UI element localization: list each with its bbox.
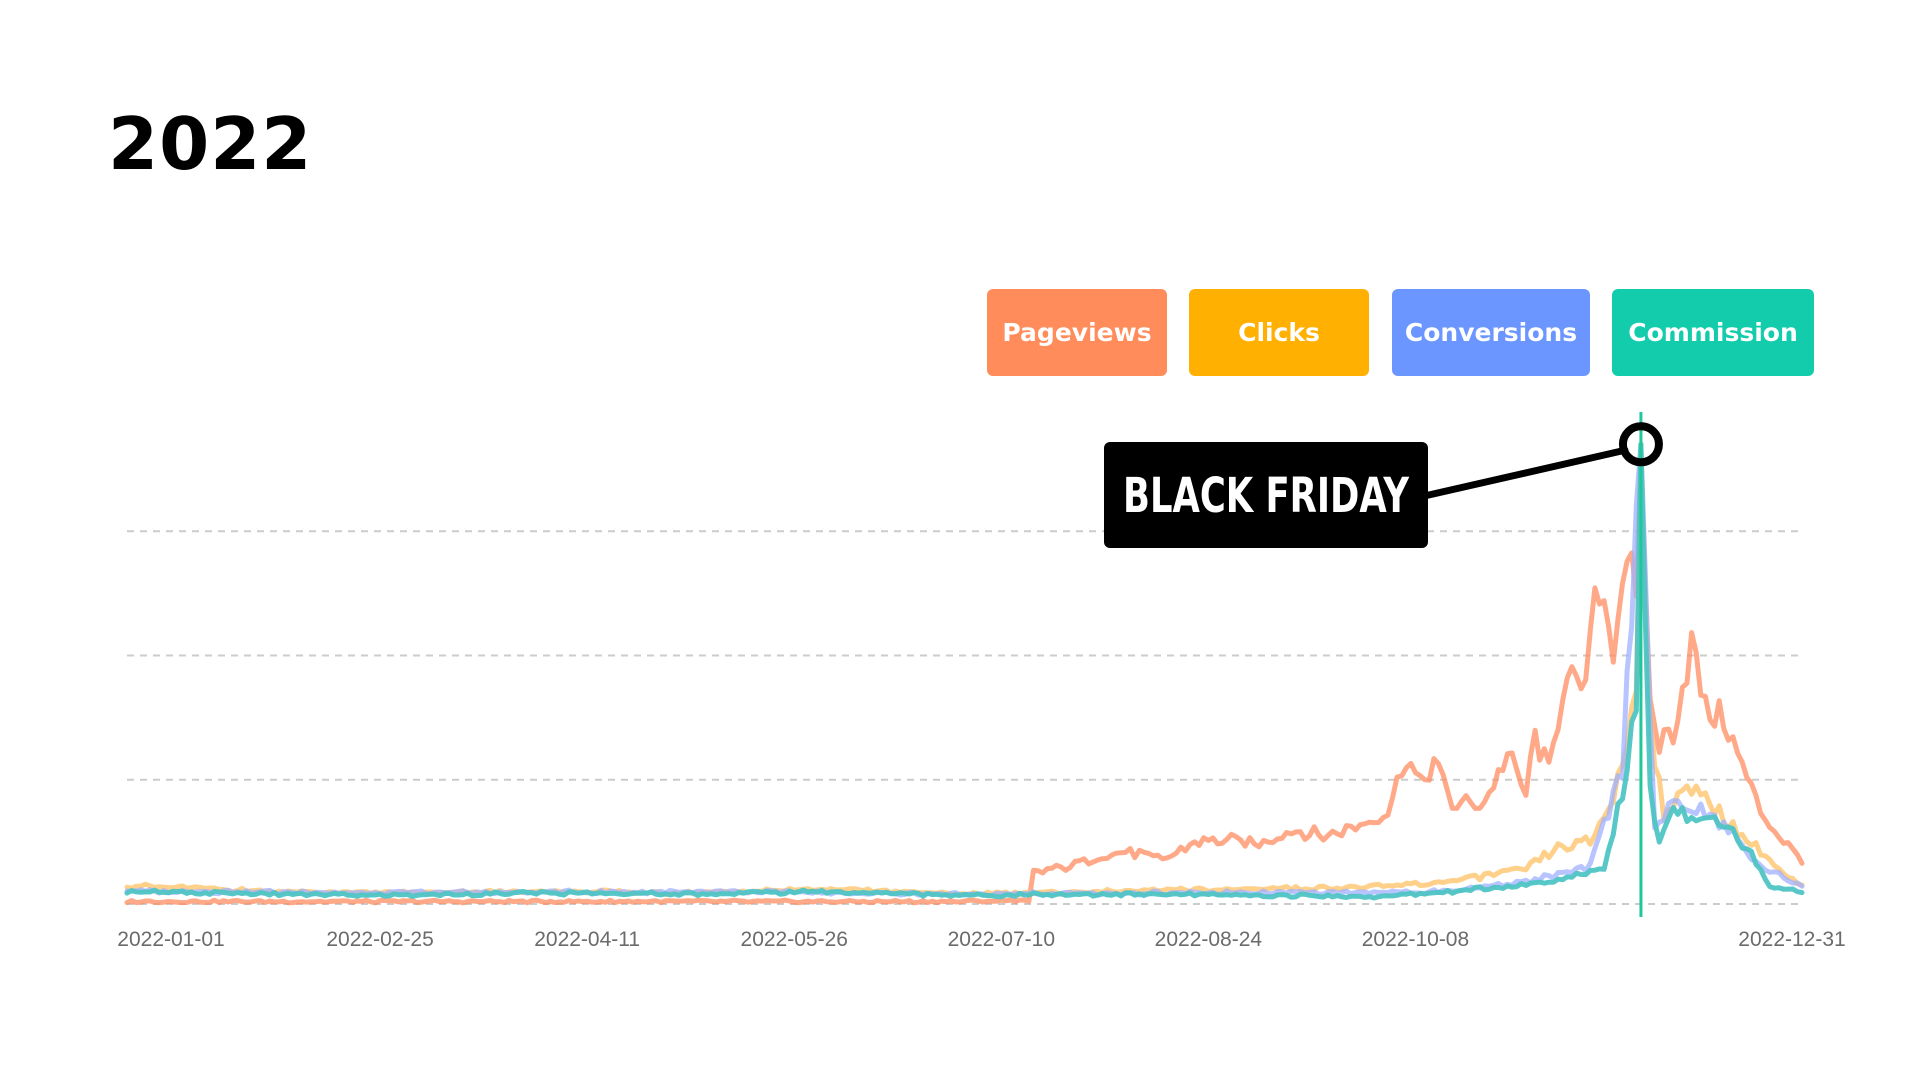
- series-layer: [124, 441, 1805, 906]
- annotation-layer: BLACK FRIDAY: [1104, 422, 1663, 548]
- grid-layer: [127, 530, 1802, 905]
- legend-conversions[interactable]: Conversions: [1392, 289, 1590, 376]
- series-line-clicks: [124, 441, 1805, 898]
- x-axis-ticks: 2022-01-01 2022-02-25 2022-04-11 2022-05-26…: [117, 928, 1845, 951]
- x-tick-label: 2022-01-01: [117, 928, 224, 951]
- x-tick-label: 2022-04-11: [534, 928, 640, 951]
- chart-title: 2022: [108, 102, 313, 186]
- annotation-connector: [1416, 446, 1629, 501]
- series-line-commission: [124, 441, 1805, 901]
- annotation-box: [1104, 442, 1428, 548]
- annotation-ring-marker: [1618, 422, 1663, 467]
- legend-commission[interactable]: Commission: [1612, 289, 1814, 376]
- annotation-label: BLACK FRIDAY: [1123, 468, 1410, 524]
- legend-pageviews[interactable]: Pageviews: [987, 289, 1167, 376]
- x-tick-label: 2022-10-08: [1362, 928, 1469, 951]
- x-tick-label: 2022-08-24: [1155, 928, 1263, 951]
- x-tick-label: 2022-12-31: [1738, 928, 1845, 951]
- series-line-conversions: [124, 441, 1805, 898]
- legend-clicks[interactable]: Clicks: [1189, 289, 1369, 376]
- series-line-pageviews: [124, 454, 1805, 906]
- x-tick-label: 2022-02-25: [326, 928, 433, 951]
- x-tick-label: 2022-07-10: [948, 928, 1055, 951]
- x-tick-label: 2022-05-26: [741, 928, 848, 951]
